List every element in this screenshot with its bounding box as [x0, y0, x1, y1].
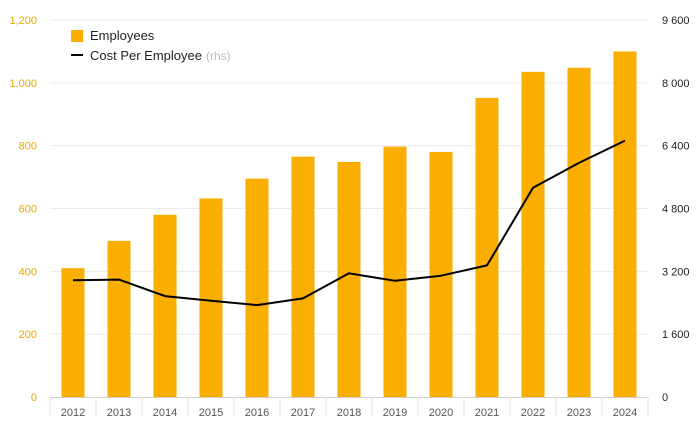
bar-employees-2018 — [337, 162, 361, 397]
y-right-tick-label: 4 800 — [662, 204, 690, 216]
x-tick-label: 2013 — [107, 407, 131, 419]
x-tick-label: 2018 — [337, 407, 361, 419]
bar-employees-2017 — [291, 156, 315, 397]
x-tick-label: 2021 — [475, 407, 499, 419]
bar-employees-2013 — [107, 240, 131, 397]
x-tick-label: 2020 — [429, 407, 453, 419]
legend: Employees Cost Per Employee (rhs) — [71, 28, 231, 63]
bar-employees-2012 — [61, 268, 85, 397]
legend-square-icon — [71, 30, 83, 42]
y-right-tick-label: 0 — [662, 392, 668, 404]
x-tick-label: 2015 — [199, 407, 223, 419]
bar-employees-2019 — [383, 146, 407, 397]
x-tick-label: 2016 — [245, 407, 269, 419]
y-left-tick-label: 800 — [19, 141, 37, 153]
legend-label-main: Cost Per Employee — [90, 48, 202, 63]
x-tick-label: 2017 — [291, 407, 315, 419]
bar-employees-2021 — [475, 97, 499, 397]
x-tick-label: 2014 — [153, 407, 177, 419]
x-tick-label: 2022 — [521, 407, 545, 419]
y-left-tick-label: 0 — [31, 392, 37, 404]
bar-employees-2015 — [199, 198, 223, 397]
employees-bars — [61, 51, 637, 398]
bar-employees-2020 — [429, 151, 453, 397]
y-right-tick-label: 1 600 — [662, 329, 690, 341]
x-tick-label: 2023 — [567, 407, 591, 419]
y-left-tick-label: 600 — [19, 204, 37, 216]
cost-per-employee-line — [72, 139, 626, 307]
bar-employees-2016 — [245, 178, 269, 397]
y-left-tick-label: 1,000 — [9, 78, 37, 90]
legend-label-cost-per-employee: Cost Per Employee (rhs) — [90, 48, 231, 63]
y-left-tick-label: 400 — [19, 266, 37, 278]
bar-employees-2014 — [153, 214, 177, 397]
legend-label-employees: Employees — [90, 28, 155, 43]
x-tick-label: 2012 — [61, 407, 85, 419]
y-left-tick-label: 200 — [19, 329, 37, 341]
y-right-tick-label: 8 000 — [662, 78, 690, 90]
bar-employees-2023 — [567, 67, 591, 398]
axes: 0 200 400 600 800 1,000 1,200 0 1 600 3 200 4 800 6… — [9, 15, 689, 419]
bar-employees-2022 — [521, 71, 545, 398]
legend-label-rhs: (rhs) — [206, 49, 231, 63]
y-right-tick-label: 9 600 — [662, 15, 690, 27]
y-right-tick-label: 6 400 — [662, 141, 690, 153]
x-tick-label: 2024 — [613, 407, 637, 419]
x-tick-label: 2019 — [383, 407, 407, 419]
y-left-tick-label: 1,200 — [9, 15, 37, 27]
bar-employees-2024 — [613, 51, 637, 398]
y-right-tick-label: 3 200 — [662, 266, 690, 278]
